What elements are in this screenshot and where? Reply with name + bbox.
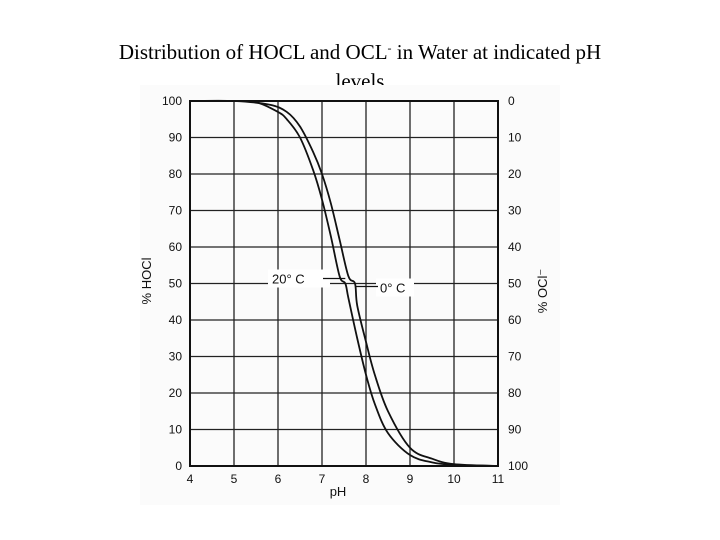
y-right-tick-label-5: 50 (508, 277, 522, 291)
series-label-0: 20° C (272, 272, 305, 287)
y-left-tick-label-10: 100 (162, 94, 182, 108)
y-right-axis-label: % OCl⁻ (535, 269, 550, 313)
x-tick-labels: 4 5 6 7 8 9 10 11 (187, 472, 505, 486)
y-right-tick-label-0: 100 (508, 459, 528, 473)
y-right-tick-label-4: 60 (508, 313, 522, 327)
y-left-tick-label-2: 20 (169, 386, 183, 400)
y-left-tick-label-7: 70 (169, 204, 183, 218)
x-axis-label: pH (330, 484, 347, 499)
series-group (189, 99, 499, 467)
x-tick-label-0: 4 (187, 472, 194, 486)
y-left-tick-label-4: 40 (169, 313, 183, 327)
x-tick-label-7: 11 (492, 472, 505, 486)
y-left-tick-label-1: 10 (169, 423, 183, 437)
y-right-tick-label-3: 70 (508, 350, 522, 364)
title-superscript: - (387, 41, 392, 55)
label-bg-0 (268, 269, 330, 288)
y-right-tick-label-2: 80 (508, 386, 522, 400)
x-tick-label-1: 5 (231, 472, 238, 486)
series-line-1 (189, 99, 499, 467)
x-tick-label-6: 10 (447, 472, 461, 486)
y-right-tick-label-10: 0 (508, 94, 515, 108)
x-tick-label-4: 8 (363, 472, 370, 486)
y-left-tick-label-3: 30 (169, 350, 183, 364)
y-left-tick-label-5: 50 (169, 277, 183, 291)
plot-frame (189, 100, 499, 467)
x-tick-label-5: 9 (407, 472, 414, 486)
plot-background (140, 85, 560, 505)
y-right-tick-label-7: 30 (508, 204, 522, 218)
title-part2: in Water at indicated pH (391, 40, 602, 64)
curve-labels: 20° C 0° C (268, 269, 414, 297)
x-tick-label-2: 6 (275, 472, 282, 486)
title-part1: Distribution of HOCL and OCL (118, 40, 388, 64)
label-bg-1 (376, 278, 414, 297)
y-left-tick-label-0: 0 (175, 459, 182, 473)
y-left-tick-label-9: 90 (169, 131, 183, 145)
chart-title: Distribution of HOCL and OCL- in Water a… (0, 34, 720, 96)
y-right-tick-label-6: 40 (508, 240, 522, 254)
y-right-tick-label-9: 10 (508, 131, 522, 145)
series-label-1: 0° C (380, 281, 405, 296)
y-left-tick-labels: 0 10 20 30 40 50 60 70 80 90 100 (162, 94, 182, 473)
y-left-axis-label: % HOCl (139, 257, 154, 304)
y-left-tick-label-6: 60 (169, 240, 183, 254)
y-left-tick-label-8: 80 (169, 167, 183, 181)
y-right-tick-label-8: 20 (508, 167, 522, 181)
x-tick-label-3: 7 (319, 472, 326, 486)
series-line-0 (189, 100, 499, 467)
y-right-tick-label-1: 90 (508, 423, 522, 437)
